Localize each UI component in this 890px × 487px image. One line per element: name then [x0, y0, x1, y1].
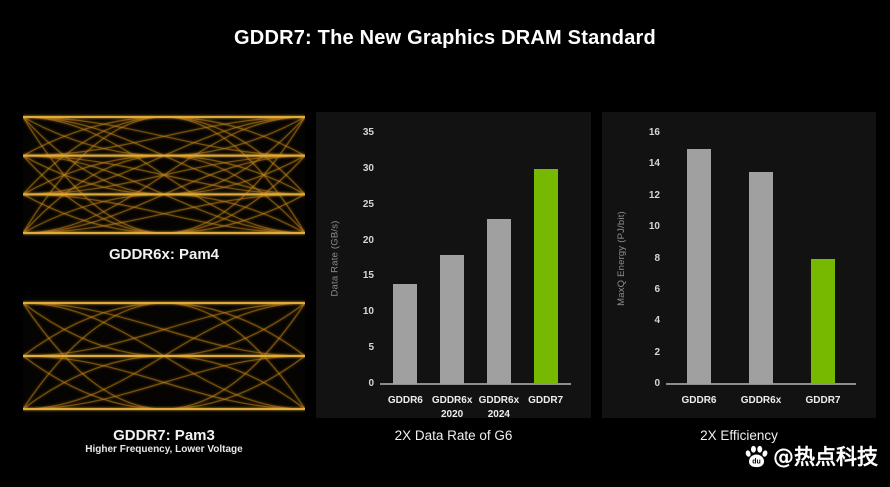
- efficiency-bar-chart: MaxQ Energy (PJ/bit) 16 14 12 10 8 6 4 2 0 GDDR6 GD…: [602, 112, 876, 418]
- y-tick-label: 2: [654, 346, 660, 358]
- y-tick-label: 0: [654, 378, 660, 389]
- y-tick-label: 14: [648, 158, 660, 170]
- y-tick-label: 16: [648, 127, 660, 138]
- x-axis-line: [380, 383, 571, 385]
- y-tick-label: 15: [362, 270, 374, 282]
- x-tick-label: GDDR6x 2020: [431, 395, 473, 420]
- bar-gddr6: [687, 148, 711, 384]
- y-tick-label: 30: [362, 162, 374, 174]
- bar-gddr6x-2024: [486, 219, 511, 384]
- pam3-caption: GDDR7: Pam3: [113, 427, 215, 444]
- pam4-eye-diagram-image: [23, 111, 305, 239]
- pam3-eye-diagram-image: [23, 297, 305, 415]
- eye-pattern-traces: [23, 302, 305, 410]
- baidu-paw-icon: du: [745, 445, 768, 467]
- eye-trace: [23, 116, 305, 234]
- y-tick-label: 5: [368, 342, 374, 354]
- x-tick-label: GDDR7: [528, 395, 564, 406]
- bar-gddr6x: [749, 172, 773, 384]
- y-tick-label: 25: [362, 198, 374, 210]
- x-axis-line: [666, 383, 856, 385]
- pam4-eye-diagram-figure: [23, 111, 305, 239]
- y-tick-label: 20: [362, 234, 374, 246]
- y-tick-label: 10: [648, 221, 660, 233]
- y-tick-label: 0: [368, 378, 374, 389]
- pam4-caption: GDDR6x: Pam4: [108, 246, 220, 263]
- svg-text:du: du: [752, 458, 761, 465]
- bar-gddr6x-2020: [440, 254, 465, 384]
- pam3-subcaption: Higher Frequency, Lower Voltage: [85, 444, 243, 455]
- y-tick-label: 35: [362, 127, 374, 138]
- y-tick-label: 10: [362, 306, 374, 318]
- y-tick-label: 8: [654, 252, 660, 264]
- bar-gddr6: [393, 283, 418, 384]
- eye-trace: [23, 302, 305, 357]
- pam3-eye-diagram-figure: [23, 297, 305, 415]
- x-tick-label: GDDR6: [681, 395, 717, 406]
- watermark: du @热点科技: [743, 441, 878, 471]
- data-rate-bar-chart: Data Rate (GB/s) 35 30 25 20 15 10 5 0 GDDR6 GDDR6…: [316, 112, 591, 420]
- data-rate-chart-caption: 2X Data Rate of G6: [394, 428, 513, 443]
- eye-trace: [23, 355, 305, 410]
- bar-gddr7: [811, 258, 835, 384]
- page-title: GDDR7: The New Graphics DRAM Standard: [234, 27, 656, 49]
- bar-gddr7: [533, 168, 558, 384]
- x-tick-label: GDDR7: [805, 395, 841, 406]
- y-tick-label: 4: [654, 315, 660, 327]
- x-tick-label: GDDR6x: [740, 395, 782, 406]
- eye-pattern-traces: [23, 116, 305, 234]
- efficiency-chart-caption: 2X Efficiency: [700, 428, 778, 443]
- y-tick-label: 6: [654, 283, 660, 295]
- watermark-text: @热点科技: [773, 445, 878, 469]
- x-tick-label: GDDR6: [387, 395, 423, 406]
- y-tick-label: 12: [648, 189, 660, 201]
- x-tick-label: GDDR6x 2024: [478, 395, 520, 420]
